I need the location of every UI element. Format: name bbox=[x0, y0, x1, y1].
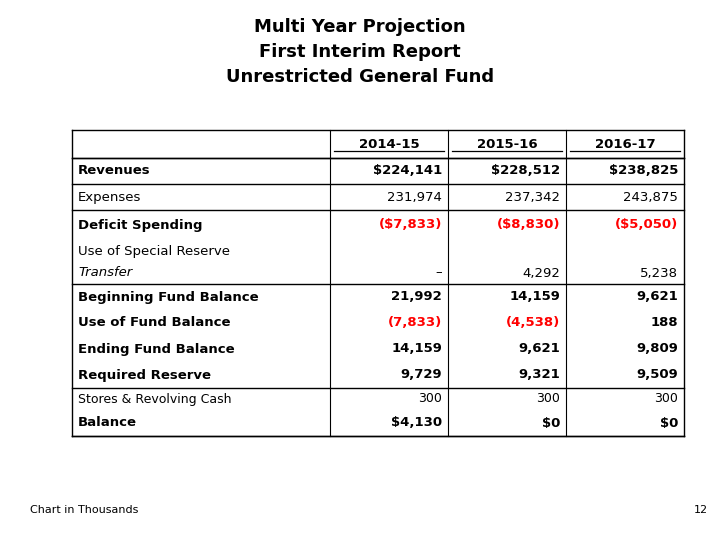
Text: $4,130: $4,130 bbox=[391, 416, 442, 429]
Text: 4,292: 4,292 bbox=[522, 267, 560, 280]
Text: 14,159: 14,159 bbox=[509, 291, 560, 303]
Text: $0: $0 bbox=[660, 416, 678, 429]
Text: 237,342: 237,342 bbox=[505, 191, 560, 204]
Text: Balance: Balance bbox=[78, 416, 137, 429]
Text: 21,992: 21,992 bbox=[391, 291, 442, 303]
Text: $238,825: $238,825 bbox=[608, 165, 678, 178]
Text: Use of Special Reserve: Use of Special Reserve bbox=[78, 245, 230, 258]
Text: 243,875: 243,875 bbox=[623, 191, 678, 204]
Text: 2015-16: 2015-16 bbox=[477, 138, 537, 151]
Text: Use of Fund Balance: Use of Fund Balance bbox=[78, 316, 230, 329]
Text: $224,141: $224,141 bbox=[373, 165, 442, 178]
Text: 300: 300 bbox=[536, 393, 560, 406]
Text: 9,809: 9,809 bbox=[636, 342, 678, 355]
Text: 9,621: 9,621 bbox=[636, 291, 678, 303]
Text: –: – bbox=[436, 267, 442, 280]
Text: 9,321: 9,321 bbox=[518, 368, 560, 381]
Text: ($7,833): ($7,833) bbox=[379, 219, 442, 232]
Text: $228,512: $228,512 bbox=[491, 165, 560, 178]
Text: 9,729: 9,729 bbox=[400, 368, 442, 381]
Text: Multi Year Projection
First Interim Report
Unrestricted General Fund: Multi Year Projection First Interim Repo… bbox=[226, 18, 494, 86]
Text: Revenues: Revenues bbox=[78, 165, 150, 178]
Text: 2014-15: 2014-15 bbox=[359, 138, 419, 151]
Text: Ending Fund Balance: Ending Fund Balance bbox=[78, 342, 235, 355]
Text: 188: 188 bbox=[650, 316, 678, 329]
Text: (4,538): (4,538) bbox=[505, 316, 560, 329]
Text: Beginning Fund Balance: Beginning Fund Balance bbox=[78, 291, 258, 303]
Text: 9,509: 9,509 bbox=[636, 368, 678, 381]
Text: 300: 300 bbox=[418, 393, 442, 406]
Text: 14,159: 14,159 bbox=[391, 342, 442, 355]
Text: Expenses: Expenses bbox=[78, 191, 141, 204]
Text: Stores & Revolving Cash: Stores & Revolving Cash bbox=[78, 393, 232, 406]
Text: ($5,050): ($5,050) bbox=[615, 219, 678, 232]
Text: Deficit Spending: Deficit Spending bbox=[78, 219, 202, 232]
Text: 12: 12 bbox=[694, 505, 708, 515]
Text: (7,833): (7,833) bbox=[388, 316, 442, 329]
Text: 300: 300 bbox=[654, 393, 678, 406]
Text: 5,238: 5,238 bbox=[640, 267, 678, 280]
Text: 2016-17: 2016-17 bbox=[595, 138, 655, 151]
Text: 231,974: 231,974 bbox=[387, 191, 442, 204]
Text: Transfer: Transfer bbox=[78, 267, 132, 280]
Text: 9,621: 9,621 bbox=[518, 342, 560, 355]
Text: Chart in Thousands: Chart in Thousands bbox=[30, 505, 138, 515]
Text: $0: $0 bbox=[541, 416, 560, 429]
Text: ($8,830): ($8,830) bbox=[497, 219, 560, 232]
Text: Required Reserve: Required Reserve bbox=[78, 368, 211, 381]
